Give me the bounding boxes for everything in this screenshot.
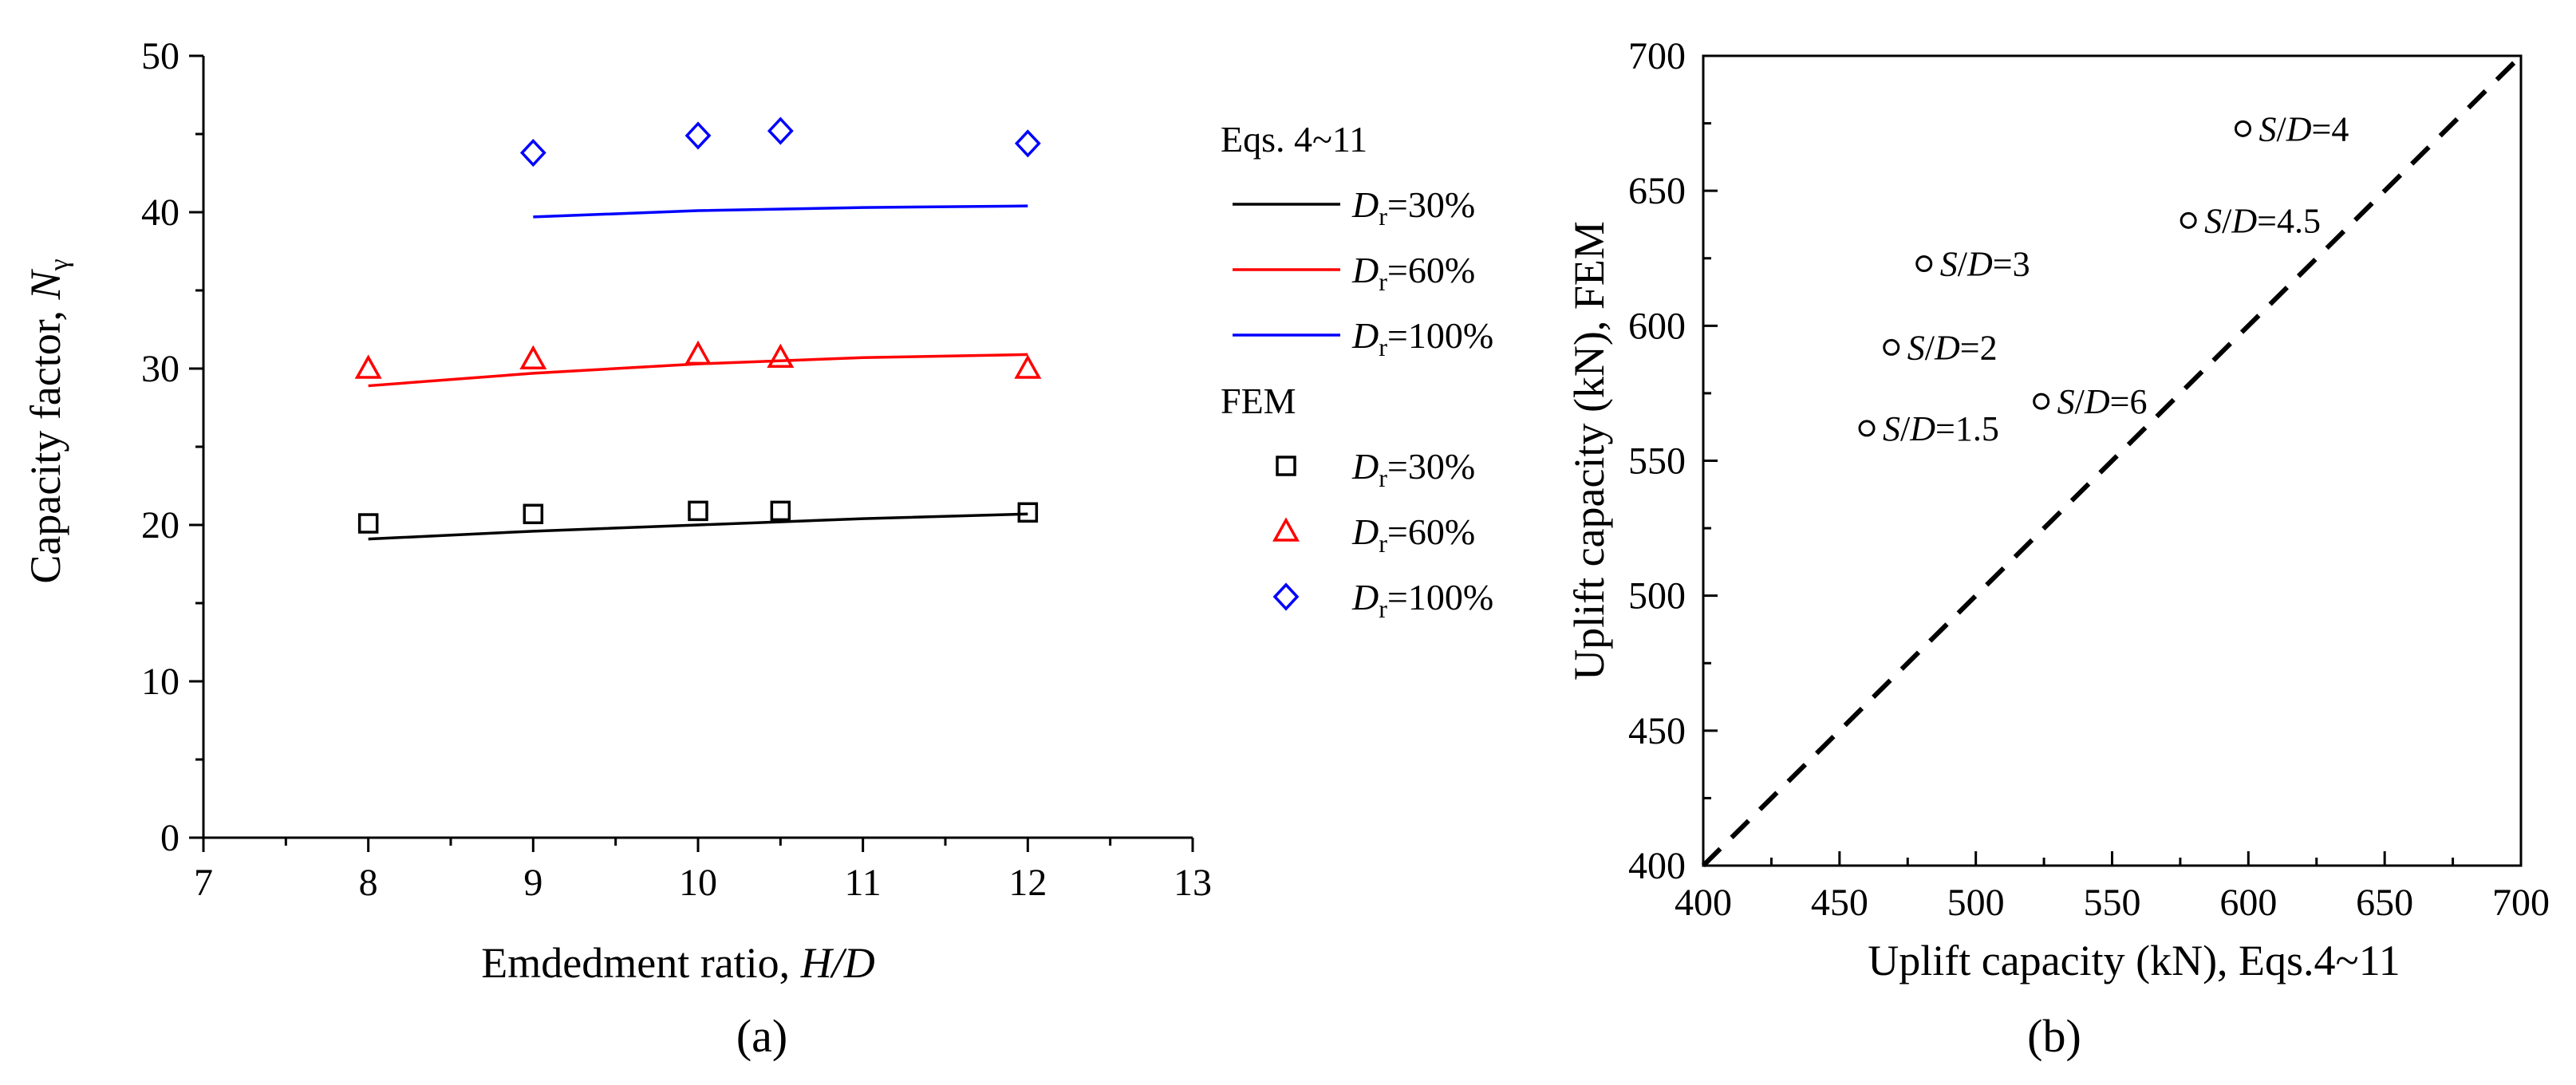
- x-tick-label: 8: [359, 862, 378, 904]
- x-tick-label: 10: [679, 862, 717, 904]
- point-label: S/D=4.5: [2204, 201, 2321, 240]
- series-line: [368, 512, 1028, 541]
- chart-a-markers: [354, 116, 1042, 534]
- x-tick-label: 11: [845, 862, 882, 904]
- chart-b-reference-line: [1701, 53, 2523, 868]
- y-tick-label: 550: [1628, 440, 1686, 483]
- data-point: [770, 500, 791, 522]
- y-tick-label: 0: [160, 817, 179, 859]
- data-point: [684, 340, 712, 365]
- x-tick-label: 450: [1811, 882, 1868, 924]
- y-tick-label: 10: [141, 661, 179, 703]
- chart-b-panel-label: (b): [2027, 1010, 2081, 1062]
- chart-a-axes: [202, 56, 1193, 839]
- x-tick-label: 550: [2084, 882, 2141, 924]
- x-tick-label: 650: [2356, 882, 2413, 924]
- legend-label: Dr=100%: [1351, 315, 1493, 361]
- legend-group-title: Eqs. 4~11: [1221, 119, 1367, 160]
- x-tick-label: 700: [2492, 882, 2550, 924]
- series-line: [533, 204, 1028, 219]
- x-tick-label: 13: [1174, 862, 1212, 904]
- legend-marker-swatch: [1276, 456, 1296, 476]
- chart-a-y-axis-title: Capacity factor, Nγ: [22, 258, 74, 583]
- x-tick-label: 600: [2219, 882, 2277, 924]
- y-tick-label: 400: [1628, 845, 1686, 887]
- point-label: S/D=6: [2057, 382, 2148, 421]
- one-to-one-line: [1701, 53, 2523, 868]
- data-point: [1915, 255, 1933, 273]
- x-tick-label: 400: [1675, 882, 1732, 924]
- legend-label: Dr=100%: [1351, 577, 1493, 623]
- y-tick-label: 20: [141, 504, 179, 546]
- data-point: [684, 121, 712, 150]
- data-point: [354, 354, 382, 379]
- chart-b-ticks: 400 450 500 550 600 650 700 400 450 500 550 600 650 7…: [1628, 35, 2550, 924]
- data-point: [688, 500, 708, 522]
- data-point: [1883, 338, 1900, 356]
- data-point: [519, 138, 546, 168]
- y-tick-label: 50: [141, 35, 179, 77]
- data-point: [2235, 120, 2251, 137]
- legend-group-title: FEM: [1221, 381, 1296, 421]
- y-tick-label: 650: [1628, 170, 1686, 212]
- legend-label: Dr=60%: [1351, 250, 1475, 296]
- y-tick-label: 600: [1628, 305, 1686, 347]
- data-point: [519, 345, 547, 369]
- y-tick-label: 40: [141, 191, 179, 234]
- point-label: S/D=1.5: [1883, 409, 1999, 448]
- y-tick-label: 500: [1628, 575, 1686, 617]
- data-point: [767, 343, 795, 369]
- y-tick-label: 30: [141, 348, 179, 390]
- chart-a-lines: [368, 204, 1028, 541]
- chart-a-legend: Eqs. 4~11 Dr=30% Dr=60% Dr=100% FEM Dr=30% Dr=…: [1221, 119, 1493, 623]
- data-point: [1014, 354, 1042, 379]
- legend-label: Dr=30%: [1351, 184, 1475, 231]
- chart-b-points: S/D=1.5 S/D=2 S/D=3 S/D=4 S/D=4.5 S/D=6: [1858, 109, 2349, 448]
- legend-label: Dr=60%: [1351, 511, 1475, 558]
- data-point: [357, 513, 379, 534]
- chart-b-x-axis-title: Uplift capacity (kN), Eqs.4~11: [1868, 937, 2400, 984]
- data-point: [1858, 420, 1876, 437]
- x-tick-label: 12: [1008, 862, 1047, 904]
- y-tick-label: 700: [1628, 35, 1686, 77]
- chart-a-ticks: 7 8 9 10 11 12 13 0 10 20 30 40 50: [141, 35, 1212, 904]
- point-label: S/D=4: [2259, 109, 2349, 148]
- chart-b: 400 450 500 550 600 650 700 400 450 500 550 600 650 7…: [1565, 35, 2550, 1062]
- legend-marker-swatch: [1272, 517, 1300, 542]
- data-point: [767, 116, 794, 145]
- legend-marker-swatch: [1272, 582, 1300, 611]
- data-point: [1014, 129, 1041, 158]
- x-tick-label: 500: [1947, 882, 2005, 924]
- series-line: [368, 353, 1028, 388]
- data-point: [523, 503, 544, 525]
- point-label: S/D=2: [1907, 328, 1998, 367]
- data-point: [1017, 502, 1039, 523]
- y-tick-label: 450: [1628, 710, 1686, 752]
- chart-a: 7 8 9 10 11 12 13 0 10 20 30 40 50 Capacity factor, …: [22, 35, 1493, 1062]
- data-point: [2033, 393, 2050, 410]
- chart-b-y-axis-title: Uplift capacity (kN), FEM: [1565, 221, 1613, 681]
- data-point: [2180, 211, 2197, 229]
- point-label: S/D=3: [1940, 245, 2030, 284]
- chart-a-panel-label: (a): [736, 1010, 787, 1062]
- legend-label: Dr=30%: [1351, 446, 1475, 492]
- x-tick-label: 9: [523, 862, 542, 904]
- x-tick-label: 7: [194, 862, 213, 904]
- chart-a-x-axis-title: Emdedment ratio, H/D: [481, 939, 874, 987]
